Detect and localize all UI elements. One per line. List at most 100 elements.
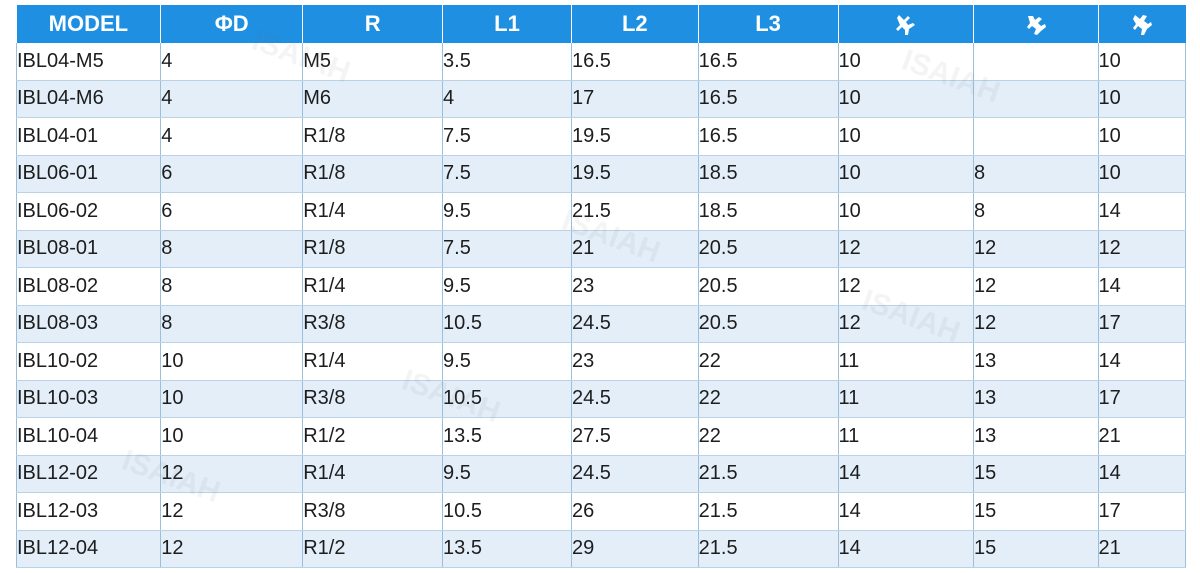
table-cell: 16.5 [571,43,699,81]
table-cell: R1/4 [302,192,444,231]
wrench-icon [895,15,915,36]
header-wrench-3 [1098,5,1186,43]
table-cell: 13 [973,380,1099,418]
table-cell: 12 [160,530,304,568]
table-cell: 4 [160,43,304,81]
table-body: IBL04-M5 4 M5 3.5 16.5 16.5 10 10 IBL04-M6 4 M6 4 17… [15,43,1187,568]
table-cell: 9.5 [442,342,572,381]
table-cell: 19.5 [571,155,699,193]
table-cell: 14 [838,530,974,568]
table-cell: 12 [973,267,1099,306]
table-cell: 17 [571,80,699,118]
table-cell: 19.5 [571,117,699,156]
model-cell: IBL12-03 [15,492,162,531]
table-row: IBL12-03 12 R3/8 10.5 26 21.5 14 15 17 [15,492,1187,531]
header-diameter: ΦD [160,5,304,43]
table-row: IBL12-02 12 R1/4 9.5 24.5 21.5 14 15 14 [15,455,1187,493]
model-cell: IBL08-03 [15,305,162,343]
table-cell: 21 [571,230,699,268]
table-cell: 17 [1098,492,1187,531]
table-cell: 13 [973,417,1099,456]
table-cell: 18.5 [698,192,839,231]
table-row: IBL04-01 4 R1/8 7.5 19.5 16.5 10 10 [15,117,1187,156]
table-row: IBL08-03 8 R3/8 10.5 24.5 20.5 12 12 17 [15,305,1187,343]
table-cell: 16.5 [698,117,839,156]
table-cell: 14 [1098,192,1187,231]
table-cell: R3/8 [302,492,444,531]
table-cell: 24.5 [571,305,699,343]
table-cell: 10 [1098,43,1187,81]
table-cell: 10 [838,192,974,231]
table-cell: 10 [838,43,974,81]
model-cell: IBL12-04 [15,530,162,568]
table-cell: 8 [160,305,304,343]
table-cell: R1/8 [302,117,444,156]
table-cell: 21.5 [698,530,839,568]
table-cell: R3/8 [302,305,444,343]
header-l2: L2 [571,5,699,43]
table-cell [973,80,1099,118]
table-cell: 10 [160,417,304,456]
table-cell: 11 [838,417,974,456]
table-cell: 27.5 [571,417,699,456]
table-row: IBL06-02 6 R1/4 9.5 21.5 18.5 10 8 14 [15,192,1187,231]
table-cell: 8 [160,230,304,268]
table-cell: 11 [838,342,974,381]
wrench-icon [1026,16,1046,36]
table-cell: R1/4 [302,267,444,306]
table-cell: 15 [973,492,1099,531]
table-row: IBL08-01 8 R1/8 7.5 21 20.5 12 12 12 [15,230,1187,268]
model-cell: IBL06-02 [15,192,162,231]
table-cell: 7.5 [442,230,572,268]
table-cell: 13.5 [442,417,572,456]
model-cell: IBL10-02 [15,342,162,381]
table-cell: 10.5 [442,380,572,418]
spec-table: MODEL ΦD R L1 L2 L3 [15,5,1187,568]
table-cell: 29 [571,530,699,568]
table-cell [973,43,1099,81]
table-cell: 22 [698,342,839,381]
model-cell: IBL04-01 [15,117,162,156]
header-l3: L3 [698,5,839,43]
table-cell: 10.5 [442,492,572,531]
table-cell: 22 [698,417,839,456]
table-cell: 4 [160,117,304,156]
table-cell: 16.5 [698,43,839,81]
table-cell: 6 [160,155,304,193]
table-cell: 24.5 [571,455,699,493]
table-cell: R1/4 [302,342,444,381]
model-cell: IBL12-02 [15,455,162,493]
table-cell: 15 [973,530,1099,568]
table-cell: 14 [1098,342,1187,381]
model-cell: IBL06-01 [15,155,162,193]
table-row: IBL08-02 8 R1/4 9.5 23 20.5 12 12 14 [15,267,1187,306]
table-cell: 10 [1098,155,1187,193]
table-row: IBL04-M5 4 M5 3.5 16.5 16.5 10 10 [15,43,1187,81]
table-cell: 14 [838,455,974,493]
table-cell: M6 [302,80,444,118]
table-header-row: MODEL ΦD R L1 L2 L3 [16,5,1186,43]
table-cell: 8 [973,155,1099,193]
model-cell: IBL04-M6 [15,80,162,118]
table-cell: 9.5 [442,192,572,231]
table-cell: 13 [973,342,1099,381]
table-cell: 10 [838,117,974,156]
table-row: IBL12-04 12 R1/2 13.5 29 21.5 14 15 21 [15,530,1187,568]
table-cell: 14 [838,492,974,531]
table-cell: 12 [838,230,974,268]
table-cell: 10 [1098,117,1187,156]
table-cell: 12 [973,305,1099,343]
table-cell: R1/4 [302,455,444,493]
table-cell: 7.5 [442,117,572,156]
table-cell: 15 [973,455,1099,493]
table-cell: 21.5 [571,192,699,231]
table-cell: 21 [1098,530,1187,568]
table-cell: 12 [838,267,974,306]
model-cell: IBL08-01 [15,230,162,268]
table-row: IBL04-M6 4 M6 4 17 16.5 10 10 [15,80,1187,118]
table-cell: 16.5 [698,80,839,118]
table-cell: 6 [160,192,304,231]
table-cell: 12 [973,230,1099,268]
table-cell: 9.5 [442,267,572,306]
model-cell: IBL08-02 [15,267,162,306]
